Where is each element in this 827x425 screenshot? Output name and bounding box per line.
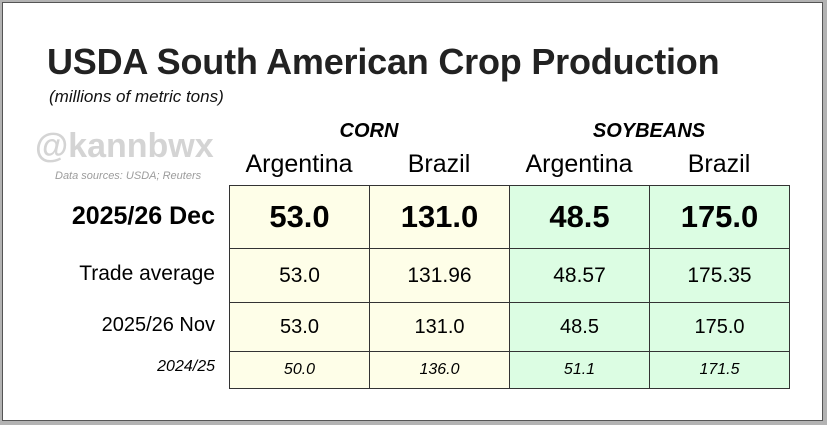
chart-title: USDA South American Crop Production [47, 41, 720, 82]
cell-dec-soy-brazil: 175.0 [649, 185, 790, 249]
cell-dec-corn-argentina: 53.0 [229, 185, 370, 249]
table-row-prior-year: 50.0 136.0 51.1 171.5 [229, 351, 790, 389]
cell-prior-corn-brazil: 136.0 [369, 351, 510, 389]
cell-nov-soy-argentina: 48.5 [509, 302, 650, 352]
production-table: 53.0 131.0 48.5 175.0 53.0 131.96 48.57 … [229, 185, 790, 389]
cell-prior-soy-argentina: 51.1 [509, 351, 650, 389]
cell-nov-corn-brazil: 131.0 [369, 302, 510, 352]
cell-dec-corn-brazil: 131.0 [369, 185, 510, 249]
cell-trade-soy-argentina: 48.57 [509, 248, 650, 303]
chart-card: USDA South American Crop Production (mil… [2, 2, 823, 421]
table-row-dec: 53.0 131.0 48.5 175.0 [229, 185, 790, 249]
group-header-corn: CORN [339, 120, 399, 142]
cell-trade-corn-argentina: 53.0 [229, 248, 370, 303]
cell-dec-soy-argentina: 48.5 [509, 185, 650, 249]
group-header-soybeans: SOYBEANS [592, 120, 706, 142]
row-label-trade-average: Trade average [79, 262, 215, 285]
row-label-prior-year: 2024/25 [157, 358, 215, 375]
column-header-soybean-brazil: Brazil [687, 150, 751, 178]
cell-trade-corn-brazil: 131.96 [369, 248, 510, 303]
table-row-trade-average: 53.0 131.96 48.57 175.35 [229, 248, 790, 303]
cell-nov-soy-brazil: 175.0 [649, 302, 790, 352]
cell-prior-soy-brazil: 171.5 [649, 351, 790, 389]
data-sources: Data sources: USDA; Reuters [55, 170, 202, 182]
table-row-nov: 53.0 131.0 48.5 175.0 [229, 302, 790, 352]
row-label-nov: 2025/26 Nov [101, 314, 215, 336]
cell-nov-corn-argentina: 53.0 [229, 302, 370, 352]
column-header-soybean-argentina: Argentina [525, 150, 633, 178]
column-header-corn-brazil: Brazil [407, 150, 471, 178]
cell-prior-corn-argentina: 50.0 [229, 351, 370, 389]
chart-subtitle: (millions of metric tons) [49, 87, 224, 106]
row-label-dec: 2025/26 Dec [71, 202, 215, 230]
watermark-handle: @kannbwx [35, 127, 214, 165]
cell-trade-soy-brazil: 175.35 [649, 248, 790, 303]
column-header-corn-argentina: Argentina [245, 150, 353, 178]
